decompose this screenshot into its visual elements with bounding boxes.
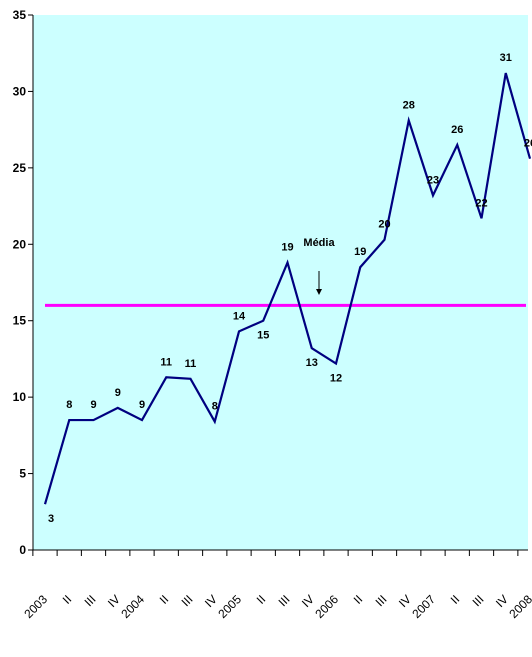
data-label: 23 — [427, 174, 439, 186]
data-label: 13 — [306, 357, 318, 369]
x-tick-label: 2007 — [409, 592, 438, 621]
x-tick-label: IV — [493, 592, 511, 610]
series-line — [43, 72, 532, 505]
data-label: 22 — [475, 197, 487, 209]
data-label: 19 — [354, 246, 366, 258]
x-tick-label: II — [351, 592, 366, 607]
x-tick-label: III — [470, 592, 487, 609]
y-tick-label: 30 — [13, 84, 27, 98]
data-label: 8 — [66, 399, 72, 411]
data-label: 3 — [48, 513, 54, 525]
x-tick-label: 2005 — [215, 592, 244, 621]
data-label: 11 — [185, 358, 197, 370]
y-tick-label: 35 — [13, 8, 27, 22]
x-tick-label: II — [448, 592, 463, 607]
data-label: 26 — [524, 138, 532, 150]
x-tick-label: III — [179, 592, 196, 609]
x-tick-label: IV — [105, 592, 123, 610]
data-label: 11 — [160, 356, 172, 368]
data-label: 9 — [139, 399, 145, 411]
y-tick-label: 0 — [19, 543, 26, 557]
x-tick-label: 2006 — [312, 592, 341, 621]
x-tick-label: 2004 — [118, 592, 147, 621]
data-label: 20 — [378, 219, 390, 231]
data-label: 9 — [115, 387, 121, 399]
data-label: 14 — [233, 310, 246, 322]
x-tick-label: 2003 — [21, 592, 50, 621]
x-tick-label: II — [254, 592, 269, 607]
x-tick-label: III — [373, 592, 390, 609]
x-tick-label: IV — [299, 592, 317, 610]
data-label: 26 — [451, 124, 463, 136]
x-tick-label: III — [276, 592, 293, 609]
y-tick-label: 5 — [19, 467, 26, 481]
data-label: 28 — [403, 99, 415, 111]
data-label: 19 — [281, 242, 293, 254]
plot-area — [33, 15, 528, 550]
x-tick-label: IV — [202, 592, 220, 610]
x-tick-label: IV — [396, 592, 414, 610]
arrow-head — [316, 289, 322, 295]
reference-line-label: Média — [303, 237, 335, 249]
data-label: 12 — [330, 373, 342, 385]
x-tick-label: II — [157, 592, 172, 607]
data-label: 9 — [90, 399, 96, 411]
x-tick-label: III — [82, 592, 99, 609]
x-tick-label: II — [60, 592, 75, 607]
y-tick-label: 20 — [13, 237, 27, 251]
x-tick-label: 2008 — [506, 592, 532, 621]
data-label: 31 — [500, 52, 512, 64]
data-label: 8 — [212, 401, 218, 413]
y-tick-label: 15 — [13, 314, 27, 328]
y-tick-label: 25 — [13, 161, 27, 175]
y-tick-label: 10 — [13, 390, 27, 404]
data-label: 15 — [257, 330, 269, 342]
